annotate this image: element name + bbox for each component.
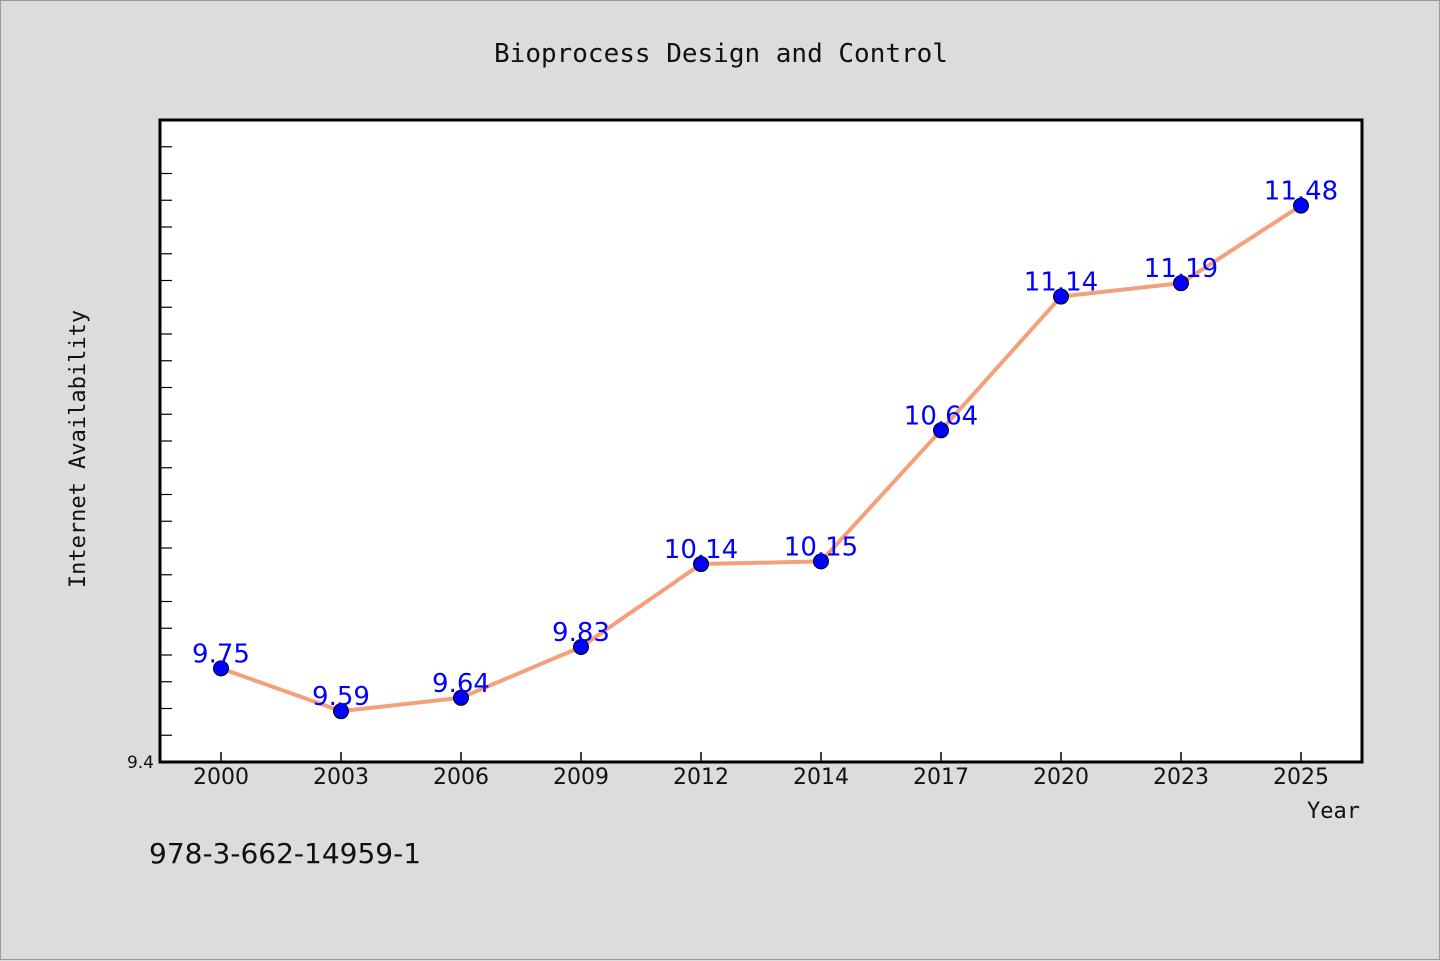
x-tick-label: 2020 bbox=[1033, 765, 1089, 790]
x-tick-label: 2000 bbox=[193, 765, 249, 790]
series-line bbox=[219, 203, 1303, 714]
x-axis-label: Year bbox=[1307, 799, 1360, 824]
data-point bbox=[1293, 197, 1309, 214]
y-axis-ticks: 9.4 bbox=[127, 146, 172, 773]
x-tick-label: 2014 bbox=[793, 765, 849, 790]
x-tick-label: 2025 bbox=[1273, 765, 1329, 790]
data-point bbox=[453, 689, 469, 706]
x-tick-label: 2006 bbox=[433, 765, 489, 790]
x-tick-label: 2003 bbox=[313, 765, 369, 790]
data-point bbox=[933, 422, 949, 439]
data-label: 10.15 bbox=[784, 532, 858, 562]
data-labels-layer: 9.75 9.59 9.64 9.83 10.14 10.15 10.64 11.14 11.1… bbox=[192, 177, 1338, 713]
data-label: 11.19 bbox=[1144, 254, 1218, 284]
data-point bbox=[573, 638, 589, 655]
data-point bbox=[1173, 275, 1189, 292]
data-label: 11.48 bbox=[1264, 177, 1338, 207]
series-layer bbox=[213, 197, 1309, 720]
data-label: 9.64 bbox=[432, 669, 490, 699]
y-tick-label: 9.4 bbox=[127, 753, 154, 773]
x-tick-label: 2012 bbox=[673, 765, 729, 790]
x-tick-label: 2023 bbox=[1153, 765, 1209, 790]
x-tick-label: 2017 bbox=[913, 765, 969, 790]
plot-area bbox=[158, 118, 1364, 764]
data-point bbox=[1053, 288, 1069, 305]
chart-title: Bioprocess Design and Control bbox=[494, 39, 948, 69]
data-point bbox=[213, 660, 229, 677]
x-tick-label: 2009 bbox=[553, 765, 609, 790]
data-point bbox=[693, 556, 709, 573]
data-label: 9.75 bbox=[192, 639, 250, 669]
data-label: 10.64 bbox=[904, 401, 978, 431]
data-point bbox=[813, 553, 829, 570]
isbn-footer-text: 978-3-662-14959-1 bbox=[149, 837, 421, 870]
x-axis-ticks: 2000 2003 2006 2009 2012 2014 2017 2020 2023 2025 bbox=[193, 752, 1329, 790]
data-label: 9.83 bbox=[552, 618, 610, 648]
data-label: 9.59 bbox=[312, 682, 370, 712]
data-label: 11.14 bbox=[1024, 268, 1098, 298]
y-axis-label: Internet Availability bbox=[66, 310, 91, 588]
data-label: 10.14 bbox=[664, 535, 738, 565]
data-point bbox=[333, 703, 349, 720]
